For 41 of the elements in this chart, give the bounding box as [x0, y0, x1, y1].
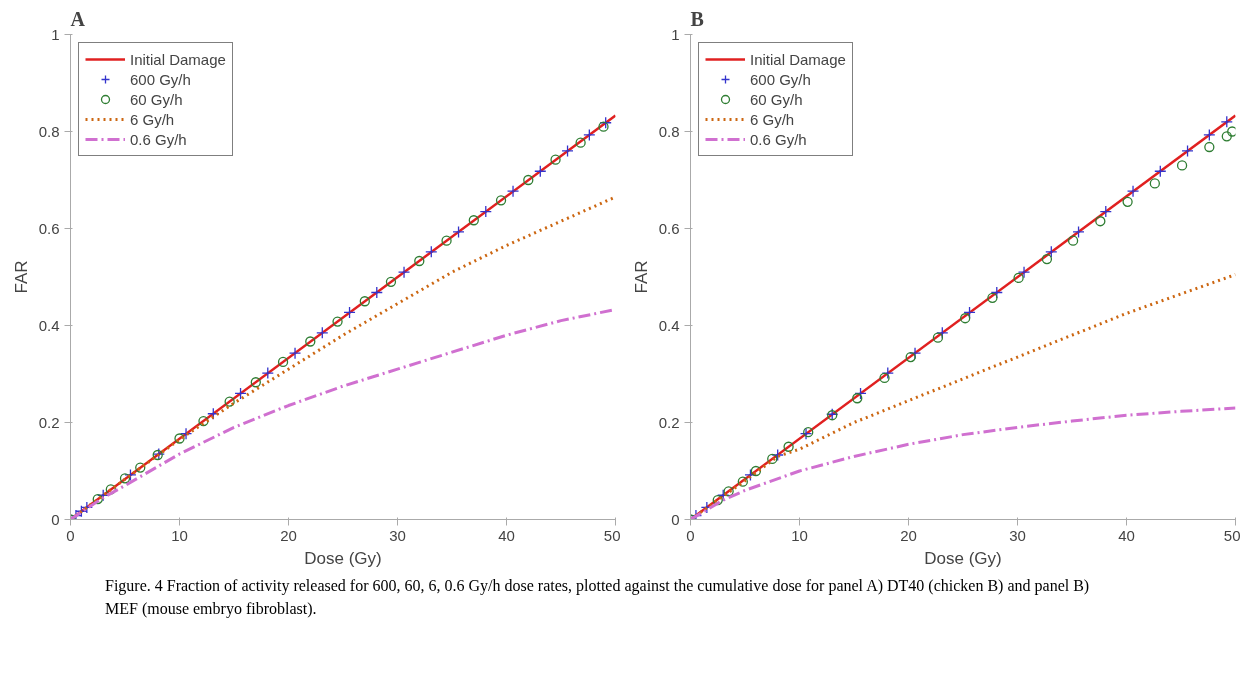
x-tick-label: 10	[171, 526, 188, 544]
x-tick-label: 20	[900, 526, 917, 544]
x-tick-label: 0	[66, 526, 75, 544]
legend-label: 600 Gy/h	[130, 70, 191, 88]
y-tick-label: 0.6	[658, 219, 680, 237]
x-axis-title: Dose (Gy)	[304, 548, 382, 568]
text: Figure. 4 Fraction of activity released for 600, 60, 6, 0.6 Gy/h dose rates, plotted against the cumulative dose for panel A) DT40 (chicken B) and panel B) MEF (mouse embryo fibroblast).	[104, 576, 1091, 620]
x-tick-label: 30	[389, 526, 406, 544]
y-tick-label: 1	[671, 25, 680, 43]
y-tick-label: 0.2	[38, 413, 60, 431]
legend-label: 6 Gy/h	[130, 110, 175, 128]
y-tick-label: 1	[51, 25, 60, 43]
y-tick-label: 0.6	[38, 219, 60, 237]
y-tick-label: 0	[51, 510, 60, 528]
y-tick-label: 0.8	[658, 122, 680, 140]
legend-label: 6 Gy/h	[750, 110, 795, 128]
x-tick-label: 50	[1223, 526, 1241, 544]
legend-label: 0.6 Gy/h	[130, 130, 187, 148]
y-tick-label: 0.2	[658, 413, 680, 431]
chart-title: A	[70, 7, 86, 30]
legend-label: 0.6 Gy/h	[750, 130, 807, 148]
y-axis-title: FAR	[11, 260, 31, 294]
x-tick-label: 40	[1118, 526, 1135, 544]
x-axis-title: Dose (Gy)	[924, 548, 1002, 568]
legend-label: Initial Damage	[130, 50, 226, 68]
legend-label: 600 Gy/h	[750, 70, 811, 88]
y-tick-label: 0.8	[38, 122, 60, 140]
x-tick-label: 10	[791, 526, 808, 544]
x-tick-label: 50	[603, 526, 621, 544]
y-tick-label: 0	[671, 510, 680, 528]
x-tick-label: 0	[686, 526, 695, 544]
x-tick-label: 40	[498, 526, 515, 544]
legend-label: Initial Damage	[750, 50, 846, 68]
x-tick-label: 30	[1009, 526, 1026, 544]
y-axis-title: FAR	[631, 260, 651, 294]
legend-label: 60 Gy/h	[130, 90, 183, 108]
legend-label: 60 Gy/h	[750, 90, 803, 108]
chart-title: B	[690, 7, 704, 30]
y-tick-label: 0.4	[38, 316, 60, 334]
y-tick-label: 0.4	[658, 316, 680, 334]
x-tick-label: 20	[280, 526, 297, 544]
